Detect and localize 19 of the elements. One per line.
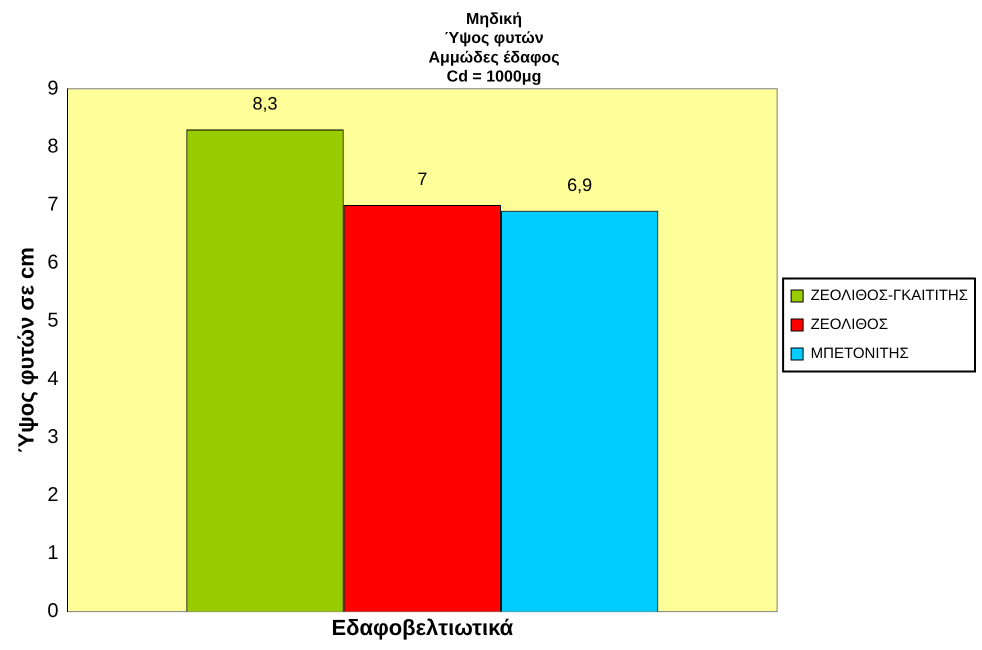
chart-title: Μηδική Ύψος φυτών Αμμώδες έδαφος Cd = 1000μg — [428, 11, 560, 86]
legend-label: ΜΠΕΤΟΝΙΤΗΣ — [810, 345, 909, 362]
legend-label: ΖΕΟΛΙΘΟΣ-ΓΚΑΙΤΙΤΗΣ — [810, 287, 968, 304]
data-label: 6,9 — [567, 174, 592, 195]
y-tick-label: 8 — [47, 135, 59, 158]
data-label: 7 — [417, 168, 428, 189]
x-axis-title: Εδαφοβελτιωτικά — [331, 614, 514, 640]
y-tick-label: 7 — [47, 193, 59, 216]
y-tick-label: 9 — [47, 77, 59, 100]
y-tick-label: 5 — [47, 310, 59, 332]
legend-label: ΖΕΟΛΙΘΟΣ — [810, 316, 888, 334]
y-tick-label: 4 — [47, 368, 59, 390]
data-label: 8,3 — [252, 93, 278, 114]
y-tick-label: 3 — [47, 426, 59, 448]
y-tick-label: 0 — [47, 600, 59, 622]
y-tick-label: 6 — [47, 252, 59, 274]
y-tick-label: 1 — [47, 542, 59, 564]
y-tick-label: 2 — [47, 484, 59, 506]
y-axis-title: Ύψος φυτών σε cm — [13, 247, 38, 454]
